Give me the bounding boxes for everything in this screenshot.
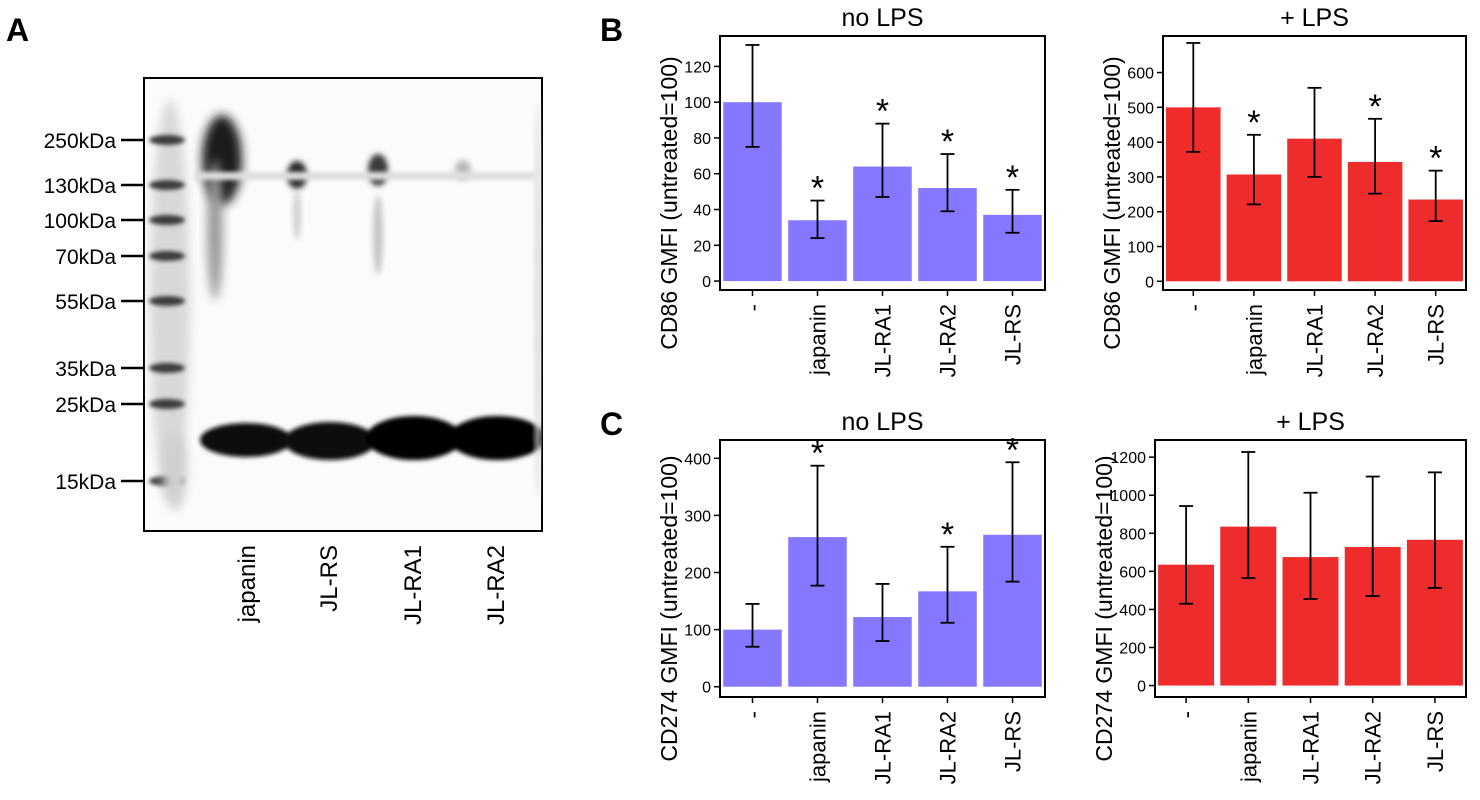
- marker-label: 25kDa: [55, 394, 116, 417]
- y-tick-label: 100: [1127, 240, 1154, 257]
- y-tick-label: 20: [693, 238, 711, 255]
- ladder-band: [149, 251, 185, 261]
- y-tick-label: 0: [1137, 679, 1146, 696]
- chart-title: + LPS: [1280, 4, 1349, 32]
- y-tick-label: 120: [684, 59, 711, 76]
- x-tick-label: JL-RA2: [1361, 711, 1386, 784]
- x-tick-label: japanin: [806, 304, 831, 376]
- x-tick-label: JL-RA2: [936, 304, 961, 377]
- significance-star: *: [811, 435, 824, 473]
- lane-label: japanin: [234, 545, 261, 623]
- y-tick-label: 60: [693, 167, 711, 184]
- y-tick-label: 0: [702, 274, 711, 291]
- panel-label-a: A: [6, 12, 30, 48]
- y-tick-label: 1000: [1110, 488, 1146, 505]
- x-tick-label: -: [1181, 304, 1206, 311]
- marker-label: 250kDa: [44, 130, 117, 153]
- bar-chart-1: + LPS CD86 GMFI (untreated=100) * * * 0 100 200…: [1099, 4, 1467, 377]
- lane-label: JL-RS: [316, 545, 343, 612]
- y-tick-label: 100: [684, 95, 711, 112]
- x-tick-label: japanin: [806, 711, 831, 783]
- marker-label: 35kDa: [55, 358, 116, 381]
- y-tick-label: 300: [684, 508, 711, 525]
- y-axis-label: CD86 GMFI (untreated=100): [1099, 56, 1125, 349]
- x-tick-label: -: [741, 711, 766, 718]
- x-tick-label: JL-RA2: [936, 711, 961, 784]
- significance-star: *: [941, 123, 954, 161]
- significance-star: *: [1006, 159, 1019, 197]
- y-tick-label: 400: [1119, 602, 1146, 619]
- chart-title: no LPS: [841, 408, 923, 436]
- x-tick-label: JL-RA1: [1303, 304, 1328, 377]
- y-tick-label: 1200: [1110, 450, 1146, 467]
- y-tick-label: 40: [693, 203, 711, 220]
- x-tick-label: JL-RS: [1423, 711, 1448, 772]
- x-tick-label: JL-RS: [1424, 304, 1449, 365]
- blot-bands: [149, 100, 542, 510]
- lane-label: JL-RA1: [400, 545, 427, 625]
- bar-chart-2: no LPS CD274 GMFI (untreated=100) * * * 0 100 2…: [656, 408, 1046, 784]
- ladder-band: [149, 215, 185, 225]
- x-tick-label: JL-RS: [1001, 304, 1026, 365]
- significance-star: *: [1247, 104, 1260, 142]
- western-blot-panel: 250kDa 130kDa 100kDa 70kDa 55kDa 35kDa 25kDa 15…: [44, 77, 543, 625]
- ladder-band: [149, 180, 185, 190]
- y-tick-label: 0: [1145, 274, 1154, 291]
- x-tick-label: JL-RA1: [1299, 711, 1324, 784]
- marker-label: 130kDa: [44, 175, 117, 198]
- y-tick-label: 200: [684, 565, 711, 582]
- y-tick-label: 80: [693, 131, 711, 148]
- y-tick-label: 100: [684, 623, 711, 640]
- significance-star: *: [1006, 431, 1019, 469]
- y-tick-label: 400: [684, 451, 711, 468]
- panel-label-c: C: [600, 406, 624, 442]
- lane-labels: japanin JL-RS JL-RA1 JL-RA2: [234, 545, 510, 625]
- chart-title: no LPS: [841, 4, 923, 32]
- bar-chart-0: no LPS CD86 GMFI (untreated=100) * * * * 0 20 40…: [656, 4, 1046, 377]
- x-tick-label: JL-RS: [1001, 711, 1026, 772]
- y-tick-label: 200: [1127, 205, 1154, 222]
- ladder-band: [149, 135, 185, 145]
- marker-label: 70kDa: [55, 246, 116, 269]
- significance-star: *: [876, 93, 889, 131]
- y-tick-label: 600: [1119, 564, 1146, 581]
- ladder-band: [149, 296, 185, 306]
- y-tick-label: 600: [1127, 66, 1154, 83]
- significance-star: *: [811, 170, 824, 208]
- y-tick-label: 400: [1127, 135, 1154, 152]
- y-tick-label: 800: [1119, 526, 1146, 543]
- chart-title: + LPS: [1276, 408, 1345, 436]
- x-tick-label: -: [1174, 711, 1199, 718]
- size-markers: 250kDa 130kDa 100kDa 70kDa 55kDa 35kDa 25kDa 15…: [44, 130, 144, 494]
- x-tick-label: JL-RA2: [1363, 304, 1388, 377]
- y-tick-label: 200: [1119, 641, 1146, 658]
- ladder-band: [149, 363, 185, 373]
- y-tick-label: 0: [702, 680, 711, 697]
- y-axis-label: CD86 GMFI (untreated=100): [656, 56, 682, 349]
- marker-label: 55kDa: [55, 291, 116, 314]
- y-tick-label: 500: [1127, 100, 1154, 117]
- x-tick-label: japanin: [1242, 304, 1267, 376]
- x-tick-label: japanin: [1236, 711, 1261, 783]
- panel-label-b: B: [600, 12, 624, 48]
- ladder-band: [149, 399, 185, 409]
- y-tick-label: 300: [1127, 170, 1154, 187]
- marker-label: 15kDa: [55, 471, 116, 494]
- x-tick-label: -: [741, 304, 766, 311]
- x-tick-label: JL-RA1: [871, 711, 896, 784]
- x-tick-label: JL-RA1: [871, 304, 896, 377]
- significance-star: *: [941, 516, 954, 554]
- lane-label: JL-RA2: [483, 545, 510, 625]
- significance-star: *: [1368, 88, 1381, 126]
- bar-chart-3: + LPS CD274 GMFI (untreated=100) 0 200 400 60…: [1091, 408, 1467, 784]
- significance-star: *: [1429, 140, 1442, 178]
- marker-label: 100kDa: [44, 210, 117, 233]
- y-axis-label: CD274 GMFI (untreated=100): [1091, 455, 1117, 761]
- y-axis-label: CD274 GMFI (untreated=100): [656, 455, 682, 761]
